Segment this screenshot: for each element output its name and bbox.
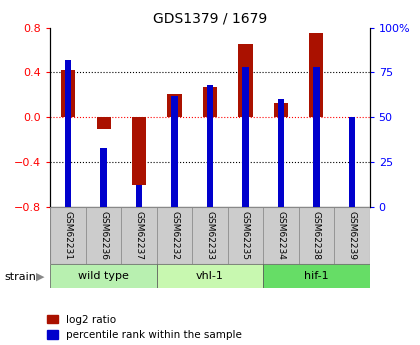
Bar [136,186,142,207]
Bar [50,207,86,264]
Bar [86,207,121,264]
Bar [121,207,157,264]
Bar [274,103,288,117]
Bar [50,264,157,288]
Legend: log2 ratio, percentile rank within the sample: log2 ratio, percentile rank within the s… [47,315,242,340]
Bar [313,67,320,207]
Text: GSM62239: GSM62239 [347,211,356,260]
Bar [278,99,284,207]
Bar [203,87,217,117]
Text: ▶: ▶ [36,272,44,282]
Bar [207,85,213,207]
Text: GSM62233: GSM62233 [205,211,215,260]
Text: GSM62231: GSM62231 [64,211,73,260]
Text: GSM62234: GSM62234 [276,211,286,260]
Bar [65,60,71,207]
Bar [242,67,249,207]
Bar [132,117,146,185]
Bar [171,96,178,207]
Bar [192,207,228,264]
Bar [61,70,75,117]
Bar [349,117,355,207]
Bar [239,45,252,117]
Bar [299,207,334,264]
Bar [263,207,299,264]
Text: strain: strain [4,272,36,282]
Text: GSM62236: GSM62236 [99,211,108,260]
Text: wild type: wild type [78,271,129,281]
Bar [168,94,181,117]
Bar [100,148,107,207]
Text: GSM62237: GSM62237 [134,211,144,260]
Bar [263,264,370,288]
Text: GSM62235: GSM62235 [241,211,250,260]
Bar [228,207,263,264]
Bar [309,33,323,117]
Bar [334,207,370,264]
Bar [97,117,111,128]
Text: vhl-1: vhl-1 [196,271,224,281]
Bar [157,264,263,288]
Text: hif-1: hif-1 [304,271,329,281]
Text: GSM62238: GSM62238 [312,211,321,260]
Text: GSM62232: GSM62232 [170,211,179,260]
Bar [157,207,192,264]
Title: GDS1379 / 1679: GDS1379 / 1679 [153,11,267,25]
